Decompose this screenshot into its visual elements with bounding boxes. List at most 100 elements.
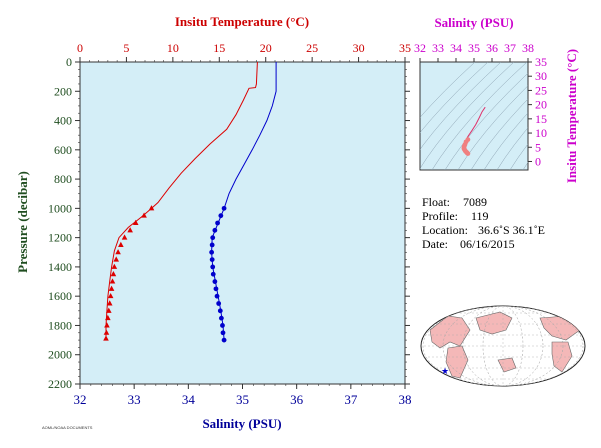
ts-temperature-tick-label: 20 <box>535 98 547 112</box>
temperature-marker <box>132 219 139 225</box>
salinity-marker <box>217 308 223 314</box>
temperature-tick-label: 30 <box>353 41 365 55</box>
ts-salinity-tick-label: 34 <box>450 41 462 55</box>
pressure-tick-label: 1400 <box>48 260 72 274</box>
temperature-marker <box>127 227 133 233</box>
pressure-tick-label: 200 <box>54 84 72 98</box>
ts-temperature-tick-label: 15 <box>535 112 547 126</box>
pressure-axis-title: Pressure (decibar) <box>15 171 30 273</box>
date-label: Date: <box>422 237 448 251</box>
pressure-tick-label: 1200 <box>48 231 72 245</box>
pressure-tick-label: 400 <box>54 114 72 128</box>
salinity-marker <box>214 293 220 299</box>
temperature-marker <box>141 212 147 218</box>
pressure-tick-label: 2200 <box>48 377 72 391</box>
temperature-marker <box>109 278 116 284</box>
salinity-tick-label: 38 <box>399 392 412 407</box>
ts-contour <box>444 72 528 170</box>
pressure-tick-label: 800 <box>54 172 72 186</box>
salinity-marker <box>215 220 220 226</box>
temperature-tick-label: 10 <box>167 41 179 55</box>
main-profile-plot: 0 5 10 15 20 25 30 35 32 33 34 35 36 37 38 0 200 400 600 80… <box>15 14 412 431</box>
temperature-tick-label: 15 <box>213 41 225 55</box>
temperature-tick-label: 0 <box>77 41 83 55</box>
salinity-marker <box>209 249 215 255</box>
station-marker-icon: ★ <box>441 366 449 376</box>
pressure-tick-label: 1000 <box>48 201 72 215</box>
temperature-axis-title: Insitu Temperature (°C) <box>175 14 309 29</box>
ts-curve <box>461 106 486 156</box>
salinity-marker <box>212 279 218 284</box>
ts-plot-area <box>419 61 529 171</box>
salinity-tick-label: 32 <box>74 392 87 407</box>
ts-salinity-tick-label: 35 <box>468 41 480 55</box>
ts-contour <box>420 62 476 118</box>
temperature-marker <box>105 307 112 313</box>
temperature-tick-label: 25 <box>306 41 318 55</box>
temperature-line <box>105 61 258 339</box>
float-value: 7089 <box>463 195 487 209</box>
temperature-marker <box>103 335 109 341</box>
ts-salinity-axis-title: Salinity (PSU) <box>434 15 513 30</box>
ts-contour <box>483 112 528 170</box>
temperature-marker <box>113 256 120 262</box>
salinity-marker <box>213 286 219 292</box>
salinity-tick-label: 36 <box>290 392 304 407</box>
map-meridian <box>462 306 544 386</box>
salinity-marker <box>218 213 224 219</box>
ts-temperature-tick-label: 30 <box>535 69 547 83</box>
ts-salinity-tick-label: 33 <box>432 41 444 55</box>
temperature-marker <box>107 292 114 299</box>
ts-temperature-tick-label: 35 <box>535 55 547 69</box>
salinity-marker <box>210 271 216 277</box>
map-graticule <box>421 306 585 386</box>
temperature-tick-label: 5 <box>123 41 129 55</box>
ts-temperature-tick-label: 0 <box>535 154 541 168</box>
temperature-marker <box>110 271 117 277</box>
axis-ticks: 0 5 10 15 20 25 30 35 32 33 34 35 36 37 38 0 200 400 600 80… <box>48 41 412 407</box>
salinity-marker <box>210 264 216 270</box>
salinity-tick-label: 37 <box>344 392 358 407</box>
salinity-marker <box>220 330 226 336</box>
ts-contour <box>420 62 502 150</box>
float-label: Float: <box>422 195 450 209</box>
ts-marker <box>465 137 471 142</box>
world-map: ★ <box>420 305 586 387</box>
salinity-tick-label: 35 <box>236 392 249 407</box>
pressure-tick-label: 1800 <box>48 318 72 332</box>
temperature-marker <box>111 263 118 269</box>
temperature-marker <box>121 234 128 240</box>
footer-code: AOML/NOAA DOCUMENTS <box>42 425 93 430</box>
temperature-marker <box>148 205 155 211</box>
temperature-marker <box>105 314 111 321</box>
pressure-tick-label: 2000 <box>48 348 72 362</box>
profile-value: 119 <box>471 209 489 223</box>
ts-temperature-axis-title: Insitu Temperature (°C) <box>564 49 579 183</box>
salinity-marker <box>210 235 216 241</box>
temperature-marker <box>115 249 121 255</box>
map-meridian <box>442 306 564 386</box>
ts-contour <box>496 127 528 170</box>
temperature-tick-label: 20 <box>260 41 272 55</box>
ts-contour <box>509 143 528 170</box>
ts-contour <box>431 62 528 170</box>
salinity-marker <box>212 227 218 233</box>
profile-label: Profile: <box>422 209 458 223</box>
ts-density-contours <box>420 62 528 170</box>
ts-contour <box>420 62 515 169</box>
data-series <box>103 61 277 343</box>
location-label: Location: <box>422 223 468 237</box>
float-info: Float: 7089 Profile: 119 Location: 36.6˚… <box>422 195 545 251</box>
date-value: 06/16/2015 <box>460 237 515 251</box>
ts-temperature-tick-label: 25 <box>535 83 547 97</box>
ts-contour <box>420 62 489 133</box>
salinity-tick-label: 33 <box>128 392 141 407</box>
plot-area <box>79 61 406 385</box>
ts-salinity-tick-label: 32 <box>414 41 426 55</box>
salinity-marker <box>209 257 215 262</box>
pressure-tick-label: 600 <box>54 143 72 157</box>
temperature-tick-label: 35 <box>399 41 411 55</box>
salinity-marker <box>221 205 227 211</box>
